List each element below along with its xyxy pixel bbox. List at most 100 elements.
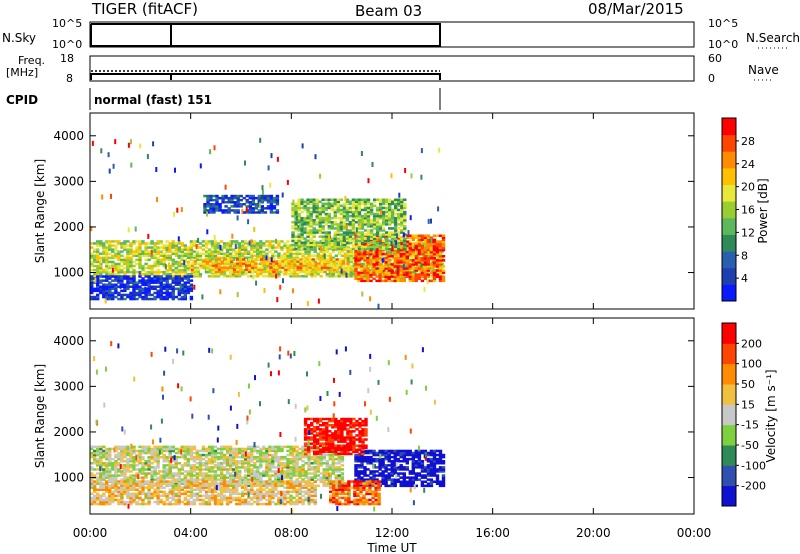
- heat-cell-0: [271, 453, 275, 457]
- heat-cell-5: [186, 281, 190, 284]
- heat-cell-1: [284, 268, 288, 271]
- heat-cell-0: [313, 240, 317, 243]
- heat-cell-0: [210, 470, 215, 473]
- heat-cell-0: [189, 457, 194, 461]
- heat-cell-3: [357, 239, 362, 242]
- heat-cell-1: [220, 262, 225, 265]
- heat-cell-5: [111, 297, 115, 301]
- heat-cell-0: [171, 460, 175, 463]
- heat-cell-0: [111, 457, 115, 461]
- heat-cell-0: [228, 484, 233, 488]
- heat-cell-3: [360, 221, 365, 224]
- heat-cell-0: [313, 250, 317, 253]
- heat-speckle: [340, 268, 343, 274]
- heat-cell-3: [333, 200, 337, 203]
- heat-speckle: [346, 260, 349, 266]
- heat-cell-1: [208, 264, 213, 267]
- heat-cell-3: [306, 214, 310, 218]
- heat-cell-2: [375, 255, 379, 258]
- heat-cell-0: [319, 457, 323, 461]
- heat-cell-1: [278, 266, 282, 269]
- heat-cell-0: [141, 447, 145, 451]
- heat-cell-3: [318, 210, 322, 214]
- heat-cell-3: [366, 221, 371, 224]
- heat-cell-3: [348, 214, 353, 218]
- heat-cell-2: [369, 279, 373, 283]
- heat-cell-0: [162, 466, 166, 469]
- heat-cell-3: [348, 200, 353, 203]
- heat-cell-2: [354, 255, 358, 258]
- heat-cell-0: [207, 460, 212, 463]
- heat-cell-2: [426, 273, 431, 276]
- heat-cell-0: [99, 445, 103, 449]
- heat-cell-1: [302, 268, 306, 271]
- heat-cell-0: [219, 256, 224, 260]
- heat-cell-0: [301, 275, 305, 278]
- heat-cell-3: [297, 247, 301, 251]
- heat-cell-5: [165, 295, 169, 299]
- heat-cell-1: [248, 266, 252, 269]
- heat-cell-0: [274, 470, 278, 473]
- heat-cell-0: [201, 464, 206, 467]
- heat-cell-0: [186, 256, 190, 260]
- heat-cell-4: [269, 211, 274, 214]
- heat-cell-0: [216, 256, 221, 260]
- heat-cell-1: [199, 264, 204, 267]
- heat-cell-1: [208, 266, 213, 269]
- heat-cell-2: [408, 250, 412, 254]
- heat-speckle: [361, 291, 364, 297]
- heat-cell-0: [183, 455, 187, 459]
- heat-cell-0: [274, 270, 278, 274]
- heat-cell-0: [126, 462, 130, 465]
- heat-cell-0: [244, 476, 248, 479]
- heat-cell-3: [294, 227, 298, 230]
- heat-cell-0: [129, 250, 133, 253]
- heat-cell-0: [195, 457, 200, 461]
- heat-cell-1: [290, 262, 294, 265]
- heat-cell-3: [336, 210, 340, 214]
- heat-cell-0: [337, 457, 341, 461]
- heat-cell-0: [289, 470, 293, 473]
- heat-cell-4: [212, 194, 216, 198]
- heat-cell-3: [342, 210, 347, 214]
- heat-cell-0: [99, 447, 103, 451]
- heat-cell-0: [96, 250, 100, 253]
- heat-cell-0: [271, 240, 275, 243]
- heat-cell-2: [375, 250, 379, 254]
- heat-cell-0: [283, 462, 287, 465]
- heat-cell-0: [150, 242, 154, 245]
- heat-cell-0: [283, 242, 287, 245]
- heat-cell-3: [394, 206, 398, 210]
- heat-cell-3: [327, 245, 331, 249]
- heat-cell-2: [441, 269, 446, 272]
- heat-speckle: [199, 163, 202, 169]
- heat-cell-0: [241, 246, 245, 249]
- heat-cell-0: [346, 252, 351, 255]
- heat-cell-0: [177, 262, 181, 266]
- heat-cell-0: [238, 466, 242, 469]
- heat-cell-0: [256, 273, 260, 276]
- heat-cell-0: [120, 244, 124, 247]
- heat-cell-0: [132, 460, 136, 463]
- heat-cell-3: [348, 239, 353, 242]
- heat-cell-0: [340, 457, 345, 461]
- heat-cell-5: [105, 297, 109, 301]
- heat-cell-2: [372, 277, 376, 280]
- heat-cell-0: [228, 468, 233, 471]
- heat-cell-5: [153, 291, 157, 295]
- heat-cell-5: [165, 289, 169, 293]
- heat-cell-5: [138, 289, 142, 293]
- heat-cell-0: [207, 447, 212, 451]
- heat-cell-2: [426, 234, 431, 237]
- heat-cell-0: [207, 252, 212, 255]
- heat-cell-0: [247, 455, 251, 459]
- heat-cell-5: [126, 277, 130, 280]
- heat-cell-0: [120, 455, 124, 459]
- heat-cell-0: [129, 270, 133, 274]
- heat-cell-3: [391, 212, 395, 216]
- heat-cell-0: [108, 476, 112, 479]
- heat-cell-2: [435, 269, 440, 272]
- heat-cell-0: [177, 250, 181, 253]
- heat-cell-5: [168, 293, 172, 297]
- heat-cell-3: [348, 208, 353, 212]
